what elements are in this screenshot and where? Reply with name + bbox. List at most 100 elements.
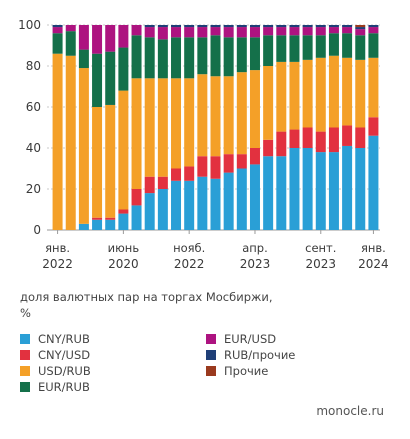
bar-segment-cny-rub-11 bbox=[184, 180, 195, 230]
bar-segment-eur-rub-21 bbox=[315, 35, 326, 58]
bar-segment-cny-usd-14 bbox=[223, 154, 234, 173]
bar-segment-usd-rub-18 bbox=[276, 61, 287, 132]
bar-segment-eur-rub-8 bbox=[144, 37, 155, 79]
bar-segment-cny-usd-10 bbox=[171, 168, 182, 181]
bar-segment-cny-rub-10 bbox=[171, 180, 182, 230]
bar-segment-usd-rub-4 bbox=[92, 107, 103, 218]
bar-segment-cny-usd-19 bbox=[289, 129, 300, 148]
bar-segment-eur-usd-4 bbox=[92, 25, 103, 54]
chart-caption: доля валютных пар на торгах Мосбиржи, % bbox=[20, 289, 380, 321]
bar-segment-rub-прочие-12 bbox=[197, 25, 208, 28]
legend-item-cny-rub: CNY/RUB bbox=[20, 332, 90, 346]
bar-segment-usd-rub-16 bbox=[249, 70, 260, 148]
legend-label-eur-rub: EUR/RUB bbox=[38, 380, 90, 394]
x-tick-label-year-2: 2022 bbox=[174, 257, 205, 271]
caption-unit: % bbox=[20, 306, 31, 320]
bar-segment-eur-usd-10 bbox=[171, 27, 182, 38]
bar-segment-cny-rub-4 bbox=[92, 219, 103, 230]
bar-segment-eur-usd-8 bbox=[144, 27, 155, 38]
bar-segment-eur-usd-21 bbox=[315, 27, 326, 36]
bar-segment-eur-rub-3 bbox=[78, 49, 89, 69]
bar-segment-cny-usd-18 bbox=[276, 131, 287, 157]
bar-segment-cny-rub-16 bbox=[249, 164, 260, 230]
bar-segment-eur-usd-6 bbox=[118, 25, 129, 48]
bar-segment-eur-rub-4 bbox=[92, 53, 103, 107]
bar-segment-eur-usd-13 bbox=[210, 27, 221, 36]
bar-segment-eur-usd-14 bbox=[223, 27, 234, 38]
bar-segment-usd-rub-21 bbox=[315, 57, 326, 132]
legend-item-other: Прочие bbox=[206, 364, 268, 378]
bar-segment-eur-rub-19 bbox=[289, 35, 300, 62]
y-tick-label-40: 40 bbox=[26, 141, 41, 155]
bar-segment-cny-rub-20 bbox=[302, 148, 313, 230]
bar-segment-cny-rub-12 bbox=[197, 176, 208, 230]
bar-segment-eur-rub-20 bbox=[302, 35, 313, 60]
bar-segment-eur-usd-25 bbox=[368, 27, 379, 34]
legend-item-eur-usd: EUR/USD bbox=[206, 332, 276, 346]
y-tick-label-100: 100 bbox=[18, 18, 41, 32]
bar-segment-usd-rub-24 bbox=[355, 59, 366, 128]
x-tick-label-month-5: янв. bbox=[361, 241, 386, 255]
bar-segment-usd-rub-3 bbox=[78, 68, 89, 224]
bar-segment-usd-rub-1 bbox=[52, 53, 63, 231]
bar-segment-eur-usd-7 bbox=[131, 25, 142, 36]
legend-label-cny-usd: CNY/USD bbox=[38, 348, 91, 362]
bar-segment-usd-rub-10 bbox=[171, 78, 182, 169]
legend-label-cny-rub: CNY/RUB bbox=[38, 332, 90, 346]
bar-segment-rub-прочие-22 bbox=[328, 25, 339, 28]
x-tick-label-year-1: 2020 bbox=[108, 257, 139, 271]
bar-segment-eur-rub-10 bbox=[171, 37, 182, 79]
bar-segment-usd-rub-23 bbox=[342, 57, 353, 126]
x-tick-label-month-2: нояб. bbox=[173, 241, 205, 255]
bar-segment-cny-usd-8 bbox=[144, 176, 155, 194]
bar-segment-cny-rub-17 bbox=[263, 156, 274, 230]
bar-segment-cny-rub-25 bbox=[368, 135, 379, 230]
bar-segment-usd-rub-9 bbox=[157, 78, 168, 177]
x-tick-label-month-1: июнь bbox=[108, 241, 140, 255]
bar-segment-cny-rub-22 bbox=[328, 152, 339, 230]
bar-segment-cny-rub-23 bbox=[342, 145, 353, 230]
bar-segment-rub-прочие-25 bbox=[368, 25, 379, 28]
chart-legend: CNY/RUB CNY/USD USD/RUB EUR/RUB EUR/USD … bbox=[20, 332, 410, 394]
bar-segment-cny-rub-6 bbox=[118, 213, 129, 230]
bar-segment-usd-rub-8 bbox=[144, 78, 155, 177]
bar-segment-usd-rub-2 bbox=[65, 55, 76, 230]
legend-swatch-eur-usd bbox=[206, 334, 216, 344]
bar-segment-cny-rub-13 bbox=[210, 178, 221, 230]
bar-segment-rub-прочие-8 bbox=[144, 25, 155, 28]
caption-text: доля валютных пар на торгах Мосбиржи, bbox=[20, 290, 273, 304]
bar-segment-usd-rub-15 bbox=[236, 72, 247, 155]
bar-segment-eur-rub-6 bbox=[118, 47, 129, 91]
bar-segment-usd-rub-12 bbox=[197, 74, 208, 157]
x-tick-label-month-4: сент. bbox=[305, 241, 336, 255]
bar-segment-cny-usd-5 bbox=[105, 217, 116, 220]
legend-item-rub-other: RUB/прочие bbox=[206, 348, 295, 362]
bar-segment-cny-rub-19 bbox=[289, 148, 300, 230]
bar-segment-cny-usd-23 bbox=[342, 125, 353, 146]
bar-segment-eur-usd-12 bbox=[197, 27, 208, 38]
y-tick-label-20: 20 bbox=[26, 182, 41, 196]
bar-segment-rub-прочие-18 bbox=[276, 25, 287, 28]
bar-segment-cny-usd-13 bbox=[210, 156, 221, 179]
bar-segment-eur-rub-24 bbox=[355, 35, 366, 60]
bar-segment-cny-rub-15 bbox=[236, 168, 247, 230]
bar-segment-eur-usd-9 bbox=[157, 27, 168, 40]
bar-segment-cny-usd-20 bbox=[302, 127, 313, 148]
bar-segment-eur-rub-5 bbox=[105, 51, 116, 105]
bar-segment-usd-rub-25 bbox=[368, 57, 379, 118]
bar-segment-rub-прочие-23 bbox=[342, 25, 353, 28]
bar-segment-eur-usd-15 bbox=[236, 27, 247, 38]
bar-segment-usd-rub-11 bbox=[184, 78, 195, 167]
bar-segment-usd-rub-22 bbox=[328, 55, 339, 128]
bar-segment-eur-rub-11 bbox=[184, 37, 195, 79]
bar-segment-cny-usd-17 bbox=[263, 139, 274, 157]
bar-segment-eur-usd-18 bbox=[276, 27, 287, 36]
bar-segment-cny-usd-25 bbox=[368, 117, 379, 136]
bar-segment-usd-rub-14 bbox=[223, 76, 234, 155]
bar-segment-eur-usd-2 bbox=[65, 25, 76, 32]
bar-segment-rub-прочие-14 bbox=[223, 25, 234, 28]
x-tick-label-year-3: 2023 bbox=[240, 257, 271, 271]
bar-segment-rub-прочие-21 bbox=[315, 25, 326, 28]
legend-swatch-cny-rub bbox=[20, 334, 30, 344]
bar-segment-usd-rub-13 bbox=[210, 76, 221, 157]
